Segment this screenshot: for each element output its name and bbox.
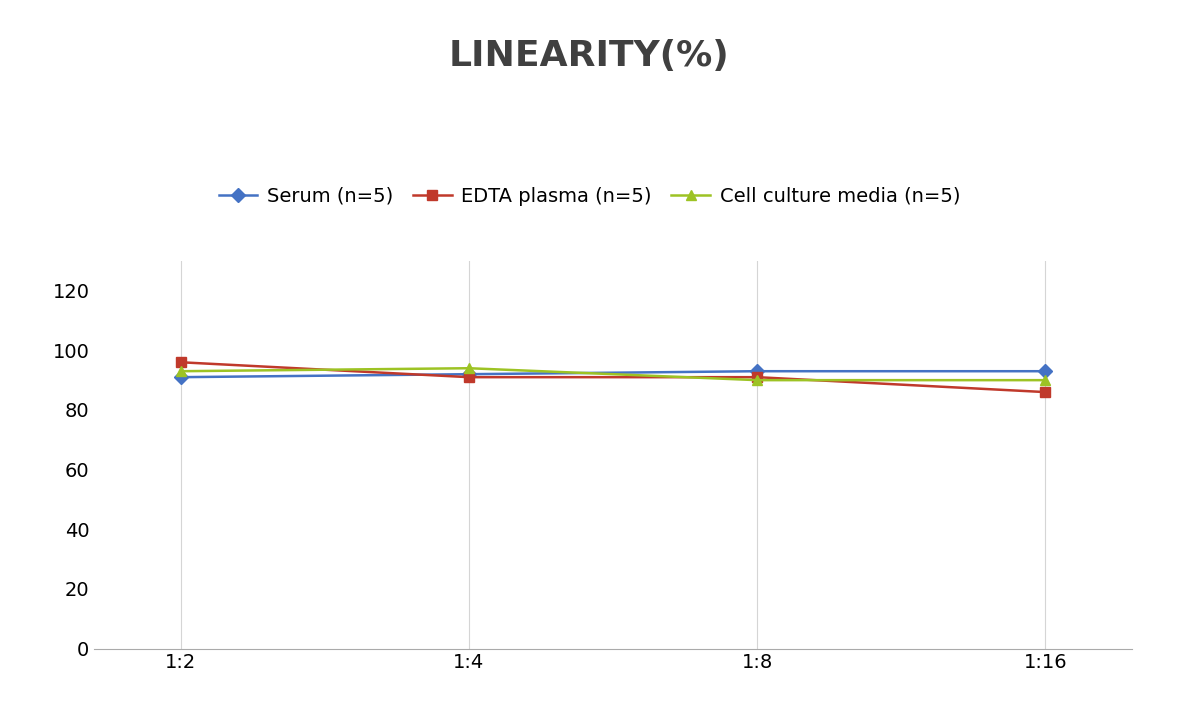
Line: EDTA plasma (n=5): EDTA plasma (n=5): [176, 357, 1050, 397]
Cell culture media (n=5): [750, 376, 764, 384]
EDTA plasma (n=5): [1039, 388, 1053, 396]
Line: Cell culture media (n=5): Cell culture media (n=5): [176, 363, 1050, 385]
Serum (n=5): [750, 367, 764, 376]
Cell culture media (n=5): [173, 367, 187, 376]
Serum (n=5): [1039, 367, 1053, 376]
EDTA plasma (n=5): [173, 358, 187, 367]
Serum (n=5): [173, 373, 187, 381]
Serum (n=5): [462, 370, 476, 379]
EDTA plasma (n=5): [750, 373, 764, 381]
Cell culture media (n=5): [1039, 376, 1053, 384]
Cell culture media (n=5): [462, 364, 476, 372]
EDTA plasma (n=5): [462, 373, 476, 381]
Text: LINEARITY(%): LINEARITY(%): [449, 39, 730, 73]
Line: Serum (n=5): Serum (n=5): [176, 367, 1050, 382]
Legend: Serum (n=5), EDTA plasma (n=5), Cell culture media (n=5): Serum (n=5), EDTA plasma (n=5), Cell cul…: [211, 179, 968, 214]
